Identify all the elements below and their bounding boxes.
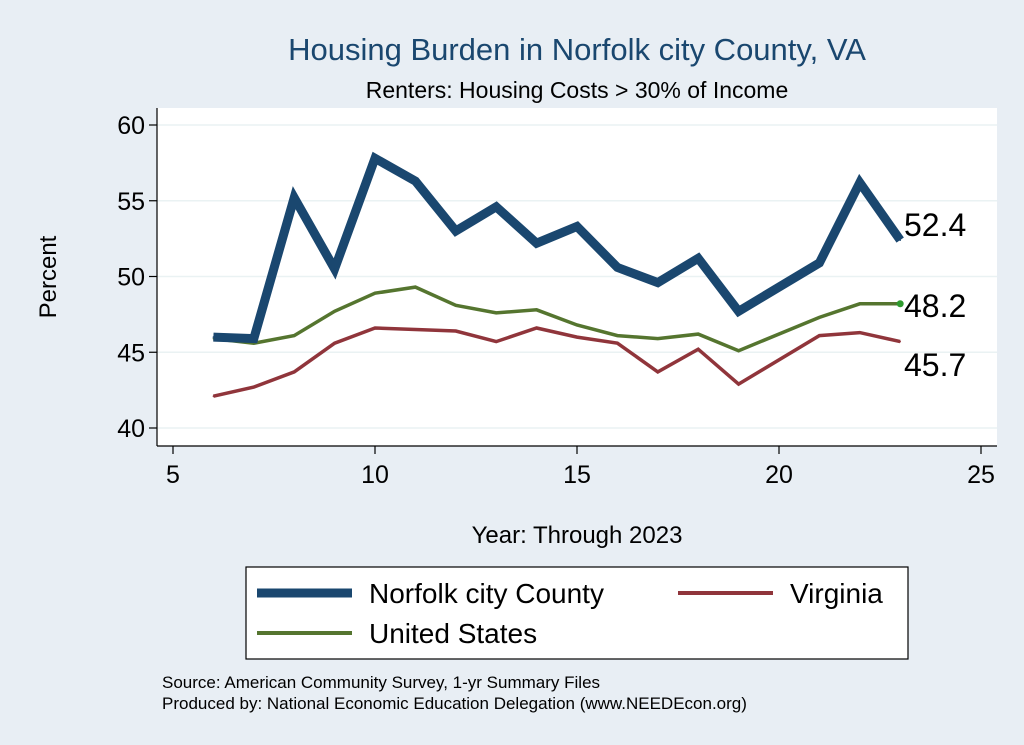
data-point [535, 309, 538, 311]
data-point [253, 386, 255, 388]
data-point [737, 383, 740, 385]
y-tick-label: 40 [117, 415, 145, 443]
data-point [293, 334, 296, 337]
data-point [576, 324, 578, 326]
end-marker [896, 300, 904, 308]
data-point [414, 180, 417, 182]
data-point [616, 342, 619, 344]
data-point [818, 316, 821, 319]
data-point [333, 310, 336, 313]
legend: Norfolk city County Virginia United States [245, 566, 909, 660]
data-point [374, 292, 376, 294]
data-point [657, 371, 659, 373]
footer-produced-by: Produced by: National Economic Education… [162, 694, 747, 713]
x-axis-label: Year: Through 2023 [472, 522, 683, 549]
data-point [818, 334, 821, 337]
y-tick-label: 60 [117, 112, 145, 140]
y-tick-label: 45 [117, 339, 145, 367]
data-point [859, 302, 861, 305]
end-value-label: 45.7 [904, 347, 966, 383]
legend-label: United States [369, 618, 537, 649]
data-point [697, 348, 699, 351]
data-point [333, 268, 336, 270]
data-point [535, 242, 538, 244]
data-point [212, 336, 215, 338]
data-point [859, 331, 861, 334]
legend-label: Norfolk city County [369, 578, 604, 609]
data-point [495, 206, 498, 208]
data-point [293, 371, 296, 373]
data-point [616, 334, 619, 337]
x-tick-label: 10 [361, 461, 389, 489]
data-point [616, 266, 619, 269]
x-tick-label: 15 [563, 461, 591, 489]
y-tick-label: 55 [117, 188, 145, 216]
data-point [495, 312, 498, 314]
y-tick-label: 50 [117, 264, 145, 292]
data-point [657, 337, 659, 340]
data-point [737, 310, 740, 313]
data-point [455, 330, 457, 332]
data-point [455, 230, 457, 232]
footer-source: Source: American Community Survey, 1-yr … [162, 673, 600, 692]
data-point [253, 337, 255, 340]
end-value-label: 48.2 [904, 288, 966, 324]
legend-label: Virginia [790, 578, 883, 609]
x-tick-label: 20 [765, 461, 793, 489]
x-tick-label: 25 [967, 461, 995, 489]
end-labels: 52.4 48.2 45.7 [904, 207, 966, 383]
data-point [495, 340, 498, 343]
data-point [455, 304, 457, 307]
data-point [576, 336, 578, 338]
data-point [737, 349, 740, 352]
chart-title: Housing Burden in Norfolk city County, V… [288, 32, 866, 67]
data-point [374, 157, 376, 160]
data-point [818, 262, 821, 264]
y-axis-label: Percent [35, 235, 62, 318]
data-point [212, 395, 215, 397]
data-point [899, 239, 901, 241]
data-point [535, 327, 538, 329]
data-point [414, 286, 417, 288]
data-point [293, 196, 296, 199]
data-point [333, 342, 336, 344]
data-point [657, 281, 659, 284]
legend-box [245, 566, 909, 660]
data-point [859, 181, 861, 184]
data-point [576, 225, 578, 228]
end-value-label: 52.4 [904, 207, 966, 243]
data-point [414, 328, 417, 331]
data-point [374, 327, 376, 329]
data-point [697, 333, 699, 335]
x-tick-label: 5 [166, 461, 180, 489]
axes: 40 45 50 55 60 5 10 15 20 25 [117, 108, 997, 489]
series-group [212, 151, 904, 398]
data-point [697, 257, 699, 260]
chart-subtitle: Renters: Housing Costs > 30% of Income [366, 77, 789, 103]
data-point [899, 340, 901, 343]
